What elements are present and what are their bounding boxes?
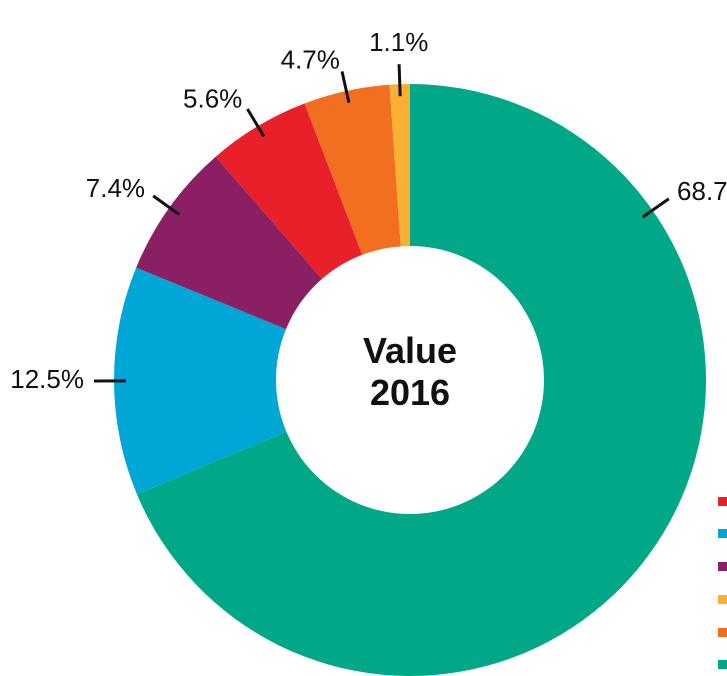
legend-swatch [718, 562, 727, 571]
leader-line [340, 71, 351, 103]
donut-slice [304, 84, 401, 255]
data-label: 68.7% [677, 176, 727, 206]
leader-line [246, 108, 266, 138]
data-label: 7.4% [86, 173, 145, 203]
leader-line [641, 197, 670, 219]
data-label: 4.7% [281, 45, 340, 75]
legend-swatch [718, 660, 727, 669]
donut-slice [136, 84, 706, 676]
legend-swatch [718, 497, 727, 506]
legend-swatch [718, 628, 727, 637]
legend-swatch [718, 529, 727, 538]
leader-line [397, 64, 402, 97]
legend-swatches [718, 497, 727, 669]
legend-swatch [718, 595, 727, 604]
donut-slice [113, 267, 287, 495]
donut-slice [136, 156, 323, 330]
data-label: 12.5% [10, 364, 84, 394]
donut-slice [215, 103, 363, 279]
data-label: 1.1% [369, 27, 428, 57]
leader-line [152, 194, 181, 216]
chart-title: Value 2016 [362, 330, 458, 413]
data-label: 5.6% [183, 83, 242, 113]
donut-slice [389, 84, 410, 247]
